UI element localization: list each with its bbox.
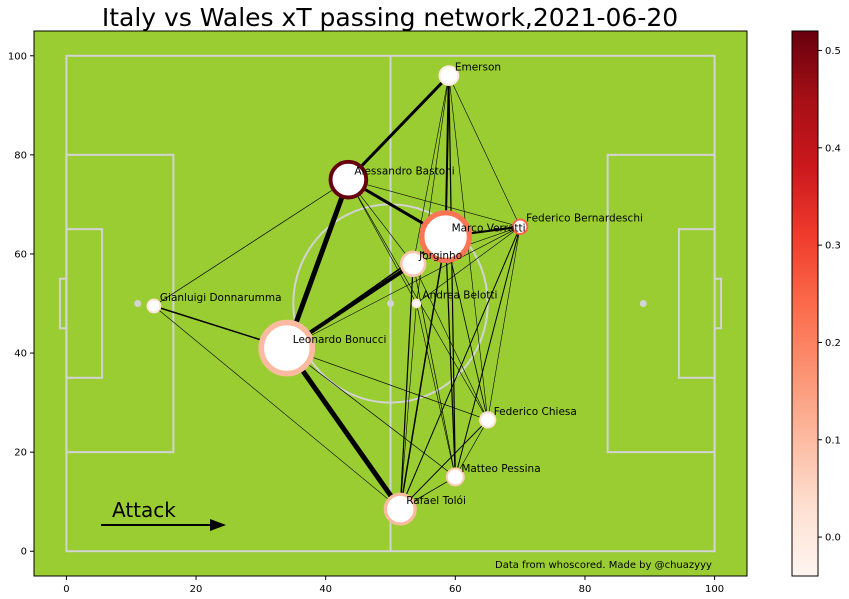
player-node-bernardeschi — [511, 218, 529, 235]
x-axis: 0 20 40 60 80 100 — [63, 576, 724, 595]
pass-edge-toloi-verratti — [399, 235, 447, 510]
pass-edge-pessina-emerson — [448, 74, 456, 478]
y-tick-label: 80 — [14, 150, 27, 161]
y-tick-label: 100 — [8, 51, 27, 62]
pass-edge-pessina-chiesa — [455, 419, 489, 478]
player-label-belotti: Andrea Belotti — [422, 290, 497, 302]
pass-edge-bernardeschi-belotti — [416, 226, 521, 304]
player-node-verratti — [419, 210, 473, 264]
pass-edge-belotti-pessina — [416, 303, 456, 478]
x-tick-label: 100 — [705, 584, 724, 595]
player-label-donnarumma: Gianluigi Donnarumma — [160, 292, 282, 304]
player-label-bonucci: Leonardo Bonucci — [293, 334, 387, 346]
pass-edge-bastoni-emerson — [346, 74, 451, 182]
player-label-chiesa: Federico Chiesa — [494, 406, 577, 418]
colorbar-tick-label: 0.4 — [825, 143, 841, 154]
pass-edge-toloi-chiesa — [399, 419, 489, 510]
pass-edge-bonucci-bastoni — [284, 177, 351, 351]
pass-edge-pessina-verratti — [444, 236, 456, 478]
y-axis: 0 20 40 60 80 100 — [8, 51, 34, 558]
centre-spot — [387, 300, 394, 307]
player-label-bastoni: Alessandro Bastoni — [354, 166, 454, 178]
player-node-jorginho — [399, 250, 427, 278]
player-node-bonucci — [258, 319, 316, 377]
right-penalty-spot — [639, 300, 647, 307]
x-tick-label: 20 — [190, 584, 203, 595]
plot-frame — [33, 30, 748, 577]
player-label-toloi: Rafael Tolói — [406, 495, 466, 507]
x-tick-label: 60 — [449, 584, 462, 595]
right-goal — [713, 277, 723, 330]
y-tick-label: 60 — [14, 249, 27, 260]
pass-edge-emerson-bernardeschi — [448, 75, 521, 228]
player-label-jorginho: Jorginho — [418, 250, 462, 262]
player-labels: Emerson Alessandro Bastoni Federico Bernar… — [160, 62, 643, 508]
pass-edge-bastoni-belotti — [348, 179, 417, 304]
pass-edge-bernardeschi-toloi — [399, 226, 521, 510]
player-node-chiesa — [479, 411, 497, 429]
player-label-pessina: Matteo Pessina — [461, 463, 540, 475]
y-tick-label: 20 — [14, 448, 27, 459]
colorbar-tick-label: 0.0 — [825, 533, 841, 544]
player-node-donnarumma — [146, 298, 162, 314]
pass-edge-jorginho-chiesa — [412, 263, 489, 421]
pass-edge-jorginho-pessina — [412, 263, 456, 478]
pass-edge-belotti-toloi — [399, 303, 417, 510]
attack-label: Attack — [112, 498, 176, 522]
player-label-emerson: Emerson — [455, 62, 501, 74]
pass-edge-bastoni-bernardeschi — [348, 179, 521, 228]
player-node-emerson — [438, 65, 460, 86]
player-node-toloi — [383, 492, 417, 526]
pass-edge-donnarumma-toloi — [153, 305, 401, 510]
x-tick-label: 40 — [319, 584, 332, 595]
left-penalty-spot — [134, 300, 142, 307]
pass-edge-donnarumma-bastoni — [153, 179, 349, 307]
player-label-verratti: Marco Verratti — [452, 223, 526, 235]
pass-edge-emerson-jorginho — [412, 75, 450, 265]
pass-edge-bernardeschi-pessina — [454, 226, 521, 478]
pass-edge-emerson-verratti — [444, 74, 450, 238]
pass-edge-bernardeschi-chiesa — [487, 226, 521, 421]
credit-text: Data from whoscored. Made by @chuazyyy — [495, 560, 712, 571]
y-tick-label: 40 — [14, 349, 27, 360]
x-tick-label: 80 — [579, 584, 592, 595]
colorbar — [791, 30, 819, 577]
chart-title: Italy vs Wales xT passing network,2021-0… — [102, 3, 678, 32]
x-tick-label: 0 — [63, 584, 69, 595]
pass-edge-bonucci-chiesa — [286, 347, 489, 421]
player-node-belotti — [411, 298, 422, 309]
pass-edge-bonucci-pessina — [286, 347, 456, 478]
pass-edge-bonucci-toloi — [284, 345, 403, 512]
colorbar-tick-label: 0.3 — [825, 241, 841, 252]
pass-edge-verratti-chiesa — [445, 236, 489, 421]
colorbar-tick-label: 0.5 — [825, 46, 841, 57]
colorbar-tick-label: 0.2 — [825, 338, 841, 349]
player-label-bernardeschi: Federico Bernardeschi — [526, 213, 643, 225]
pass-edge-toloi-jorginho — [399, 263, 414, 510]
player-nodes — [146, 65, 529, 526]
player-node-pessina — [445, 467, 465, 487]
colorbar-ticks: 0.0 0.1 0.2 0.3 0.4 0.5 — [818, 46, 841, 544]
colorbar-tick-label: 0.1 — [825, 435, 841, 446]
player-node-bastoni — [328, 159, 369, 200]
pass-edge-bonucci-bernardeschi — [286, 226, 521, 349]
left-goal — [58, 277, 68, 330]
y-tick-label: 0 — [21, 547, 27, 558]
